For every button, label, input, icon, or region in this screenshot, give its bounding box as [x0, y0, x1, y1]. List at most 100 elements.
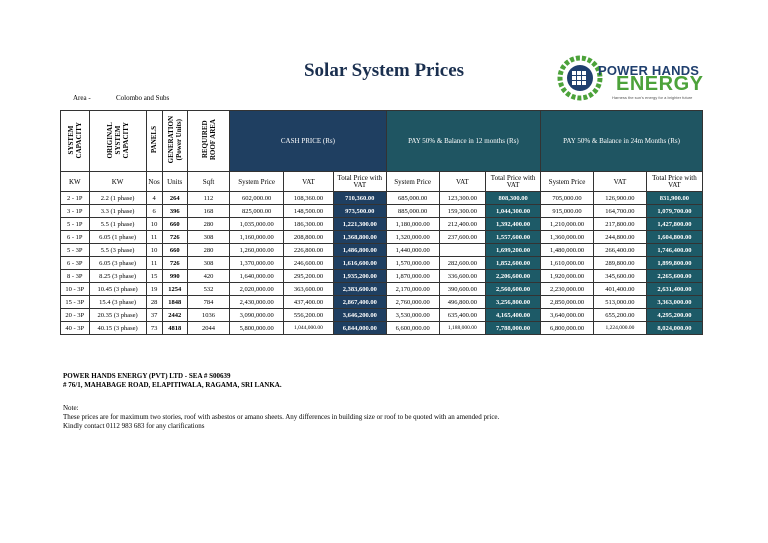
table-cell: 6.05 (1 phase) — [88, 230, 147, 244]
table-row: 6 - 1P 6.05 (1 phase) 11 726 308 1,160,000.00… — [60, 230, 704, 244]
table-cell: 710,360.00 — [332, 191, 387, 205]
table-cell: 5 - 1P — [60, 217, 90, 231]
table-cell: 289,800.00 — [592, 256, 647, 270]
table-cell: 3,530,000.00 — [385, 308, 440, 322]
table-cell: 5.5 (1 phase) — [88, 217, 147, 231]
table-cell: 705,000.00 — [540, 191, 594, 205]
table-cell: 148,500.00 — [283, 204, 334, 218]
table-cell: 11 — [145, 230, 163, 244]
table-cell: 4,295,200.00 — [645, 308, 704, 322]
table-cell: 726 — [161, 256, 188, 270]
unit-header-cell: VAT — [438, 171, 487, 192]
table-cell: 37 — [145, 308, 163, 322]
table-row: 3 - 1P 3.3 (1 phase) 6 396 168 825,000.00 148,… — [60, 204, 704, 218]
table-cell: 15 — [145, 269, 163, 283]
table-cell: 602,000.00 — [229, 191, 285, 205]
table-cell: 282,600.00 — [438, 256, 487, 270]
table-cell: 244,800.00 — [592, 230, 647, 244]
table-cell: 212,400.00 — [438, 217, 487, 231]
table-cell: 390,600.00 — [438, 282, 487, 296]
table-cell: 6,600,000.00 — [385, 321, 440, 335]
table-cell: 10 — [145, 217, 163, 231]
table-cell: 2,383,600.00 — [332, 282, 387, 296]
table-cell: 1,260,000.00 — [229, 243, 285, 257]
table-header-row: SYSTEM CAPACITY ORIGINAL SYSTEM CAPACITY… — [60, 110, 703, 172]
table-cell: 8.25 (3 phase) — [88, 269, 147, 283]
table-cell: 1,427,800.00 — [645, 217, 704, 231]
table-cell: 1,610,000.00 — [540, 256, 594, 270]
table-cell: 73 — [145, 321, 163, 335]
table-cell: 396 — [161, 204, 188, 218]
table-cell: 2,560,600.00 — [485, 282, 542, 296]
table-cell: 726 — [161, 230, 188, 244]
table-cell: 5.5 (3 phase) — [88, 243, 147, 257]
unit-header-cell: Nos — [145, 171, 163, 192]
company-address: # 76/1, MAHABAGE ROAD, ELAPITIWALA, RAGA… — [63, 381, 282, 389]
table-cell: 1,935,200.00 — [332, 269, 387, 283]
generation-header: GENERATION (Power Units) — [161, 110, 188, 172]
table-cell: 1,699,200.00 — [485, 243, 542, 257]
table-cell: 159,300.00 — [438, 204, 487, 218]
table-cell: 6,800,000.00 — [540, 321, 594, 335]
table-cell: 808,300.00 — [485, 191, 542, 205]
units-header-row: KW KW Nos Units Sqft System Price VAT Total Pri… — [60, 171, 704, 192]
table-cell: 1,044,000.00 — [283, 321, 334, 335]
logo-line-1: POWER HANDS — [598, 63, 700, 78]
table-cell: 3 - 1P — [60, 204, 90, 218]
table-cell: 420 — [186, 269, 231, 283]
table-cell: 990 — [161, 269, 188, 283]
table-cell: 345,600.00 — [592, 269, 647, 283]
table-cell: 308 — [186, 256, 231, 270]
table-cell: 295,200.00 — [283, 269, 334, 283]
table-cell: 164,700.00 — [592, 204, 647, 218]
table-row: 8 - 3P 8.25 (3 phase) 15 990 420 1,640,000.00… — [60, 269, 704, 283]
table-cell: 2,430,000.00 — [229, 295, 285, 309]
table-cell: 11 — [145, 256, 163, 270]
table-cell: 1036 — [186, 308, 231, 322]
unit-header-cell: Total Price with VAT — [645, 171, 704, 192]
table-cell: 5,800,000.00 — [229, 321, 285, 335]
table-cell: 3,363,000.00 — [645, 295, 704, 309]
table-cell: 1,035,000.00 — [229, 217, 285, 231]
table-cell: 1,440,000.00 — [385, 243, 440, 257]
roof-area-header: REQUIRED ROOF AREA — [186, 110, 231, 172]
table-cell: 6 - 3P — [60, 256, 90, 270]
table-cell: 1,746,400.00 — [645, 243, 704, 257]
table-cell: 437,400.00 — [283, 295, 334, 309]
table-cell: 2,631,400.00 — [645, 282, 704, 296]
table-cell: 308 — [186, 230, 231, 244]
table-cell: 108,360.00 — [283, 191, 334, 205]
table-cell: 660 — [161, 217, 188, 231]
table-cell: 2,170,000.00 — [385, 282, 440, 296]
original-capacity-header: ORIGINAL SYSTEM CAPACITY — [88, 110, 147, 172]
table-cell: 831,900.00 — [645, 191, 704, 205]
table-cell: 4818 — [161, 321, 188, 335]
table-cell: 4,165,400.00 — [485, 308, 542, 322]
unit-header-cell: Total Price with VAT — [485, 171, 542, 192]
table-cell: 1,604,800.00 — [645, 230, 704, 244]
table-cell: 15 - 3P — [60, 295, 90, 309]
table-cell: 186,300.00 — [283, 217, 334, 231]
table-cell: 635,400.00 — [438, 308, 487, 322]
table-cell: 40 - 3P — [60, 321, 90, 335]
table-cell: 3,640,000.00 — [540, 308, 594, 322]
unit-header-cell: Sqft — [186, 171, 231, 192]
table-cell: 2,265,600.00 — [645, 269, 704, 283]
table-cell: 401,400.00 — [592, 282, 647, 296]
table-cell: 246,600.00 — [283, 256, 334, 270]
table-cell: 1,920,000.00 — [540, 269, 594, 283]
price-table: SYSTEM CAPACITY ORIGINAL SYSTEM CAPACITY… — [60, 110, 704, 335]
table-cell: 825,000.00 — [229, 204, 285, 218]
panels-header: PANELS — [145, 110, 163, 172]
table-cell: 660 — [161, 243, 188, 257]
table-cell: 264 — [161, 191, 188, 205]
table-cell: 123,300.00 — [438, 191, 487, 205]
table-cell: 655,200.00 — [592, 308, 647, 322]
table-cell: 3,090,000.00 — [229, 308, 285, 322]
pay24-header: PAY 50% & Balance in 24m Months (Rs) — [540, 110, 703, 172]
unit-header-cell: Units — [161, 171, 188, 192]
table-cell: 532 — [186, 282, 231, 296]
table-cell: 685,000.00 — [385, 191, 440, 205]
table-cell: 885,000.00 — [385, 204, 440, 218]
sun-panel-logo-icon — [557, 55, 603, 101]
